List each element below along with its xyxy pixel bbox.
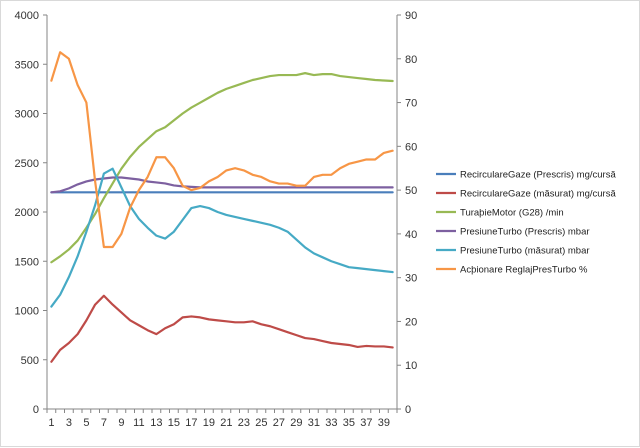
x-tick-label: 23 bbox=[238, 417, 250, 429]
x-tick-label: 21 bbox=[220, 417, 232, 429]
x-tick-label: 29 bbox=[290, 417, 302, 429]
x-tick-label: 39 bbox=[378, 417, 390, 429]
y-left-tick-label: 2500 bbox=[15, 158, 39, 170]
y-right-tick-label: 40 bbox=[405, 229, 417, 241]
legend-entry: PresiuneTurbo (măsurat) mbar bbox=[460, 246, 590, 257]
y-left-tick-label: 1000 bbox=[15, 306, 39, 318]
legend-entry: PresiuneTurbo (Prescris) mbar bbox=[460, 227, 590, 238]
y-left-tick-label: 4000 bbox=[15, 10, 39, 22]
x-tick-label: 15 bbox=[168, 417, 180, 429]
series-line bbox=[50, 167, 394, 308]
y-right-tick-label: 0 bbox=[405, 404, 411, 416]
y-right-tick-label: 90 bbox=[405, 10, 417, 22]
y-right-tick-label: 70 bbox=[405, 98, 417, 110]
x-tick-label: 7 bbox=[101, 417, 107, 429]
legend-entry: RecirculareGaze (măsurat) mg/cursă bbox=[460, 189, 616, 200]
series-line bbox=[50, 176, 394, 194]
y-left-tick-label: 3500 bbox=[15, 59, 39, 71]
x-tick-label: 35 bbox=[343, 417, 355, 429]
y-right-tick-label: 20 bbox=[405, 316, 417, 328]
x-tick-label: 25 bbox=[255, 417, 267, 429]
legend-entry: Acþionare ReglajPresTurbo % bbox=[460, 265, 588, 276]
y-right-tick-label: 30 bbox=[405, 273, 417, 285]
x-tick-label: 11 bbox=[133, 417, 144, 429]
legend-entry: TuraþieMotor (G28) /min bbox=[460, 208, 564, 219]
x-tick-label: 33 bbox=[325, 417, 337, 429]
y-left-tick-label: 1500 bbox=[15, 256, 39, 268]
x-tick-label: 3 bbox=[66, 417, 72, 429]
y-right-tick-label: 50 bbox=[405, 185, 417, 197]
x-tick-label: 1 bbox=[48, 417, 54, 429]
y-right-tick-label: 60 bbox=[405, 141, 417, 153]
y-right-tick-label: 10 bbox=[405, 360, 417, 372]
x-tick-label: 19 bbox=[203, 417, 215, 429]
x-tick-label: 27 bbox=[273, 417, 285, 429]
series-line bbox=[50, 51, 394, 249]
y-left-tick-label: 2000 bbox=[15, 207, 39, 219]
x-tick-label: 37 bbox=[360, 417, 372, 429]
y-right-tick-label: 80 bbox=[405, 54, 417, 66]
x-tick-label: 5 bbox=[83, 417, 89, 429]
y-left-tick-label: 0 bbox=[33, 404, 39, 416]
y-left-tick-label: 3000 bbox=[15, 109, 39, 121]
x-tick-label: 17 bbox=[185, 417, 197, 429]
x-tick-label: 13 bbox=[150, 417, 162, 429]
y-left-tick-label: 500 bbox=[21, 355, 39, 367]
legend-entry: RecirculareGaze (Prescris) mg/cursă bbox=[460, 170, 616, 181]
x-tick-label: 31 bbox=[308, 417, 320, 429]
x-tick-label: 9 bbox=[118, 417, 124, 429]
series-line bbox=[50, 294, 394, 363]
series-line bbox=[50, 72, 394, 264]
